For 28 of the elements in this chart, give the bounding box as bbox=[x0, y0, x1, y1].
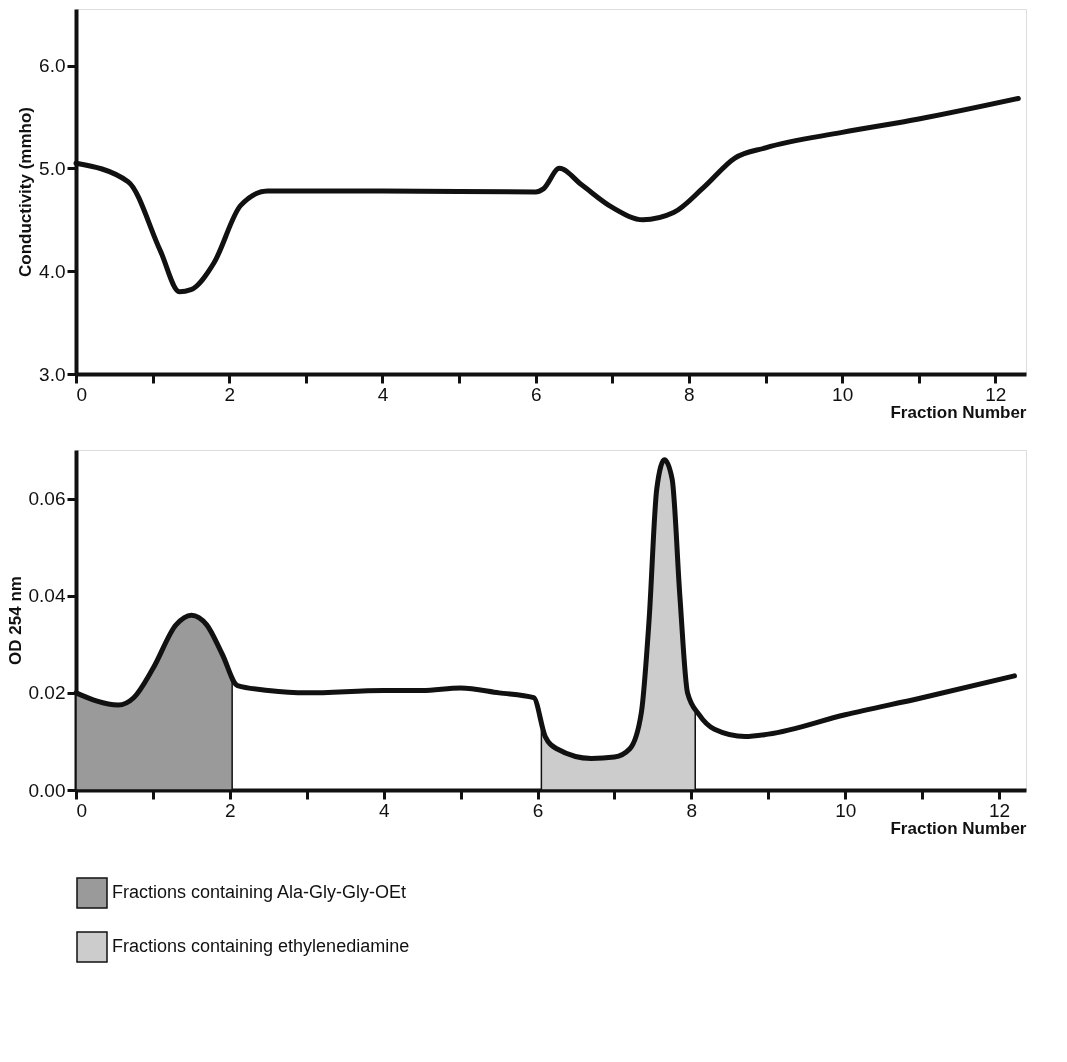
x-axis-title: Fraction Number bbox=[890, 818, 1027, 838]
x-tick-label: 12 bbox=[985, 383, 1007, 405]
y-axis-title: Conductivity (mmho) bbox=[16, 107, 36, 277]
y-tick-label: 0.06 bbox=[28, 488, 66, 510]
x-tick-label: 2 bbox=[224, 383, 236, 405]
x-tick-label: 8 bbox=[684, 383, 695, 405]
x-tick-label: 2 bbox=[225, 799, 236, 821]
x-tick-label: 10 bbox=[832, 383, 854, 405]
x-tick-label: 0 bbox=[76, 799, 88, 821]
x-tick-label: 6 bbox=[530, 383, 542, 405]
y-tick-label: 0.00 bbox=[28, 779, 66, 801]
x-tick-label: 10 bbox=[835, 799, 857, 821]
x-tick-label: 6 bbox=[532, 799, 544, 821]
y-tick-label: 6.0 bbox=[39, 55, 66, 77]
x-tick-label: 4 bbox=[377, 383, 389, 405]
x-tick-label: 0 bbox=[76, 383, 88, 405]
legend-label: Fractions containing Ala-Gly-Gly-OEt bbox=[112, 882, 407, 902]
y-tick-label: 0.02 bbox=[28, 682, 66, 704]
x-tick-label: 4 bbox=[378, 799, 390, 821]
x-tick-label: 12 bbox=[989, 799, 1011, 821]
y-axis-title: OD 254 nm bbox=[5, 576, 25, 665]
x-tick-label: 8 bbox=[686, 799, 698, 821]
legend-label: Fractions containing ethylenediamine bbox=[112, 936, 410, 956]
y-tick-label: 4.0 bbox=[39, 260, 66, 282]
y-tick-label: 0.04 bbox=[28, 585, 66, 607]
y-tick-label: 3.0 bbox=[39, 363, 66, 385]
x-axis-title: Fraction Number bbox=[890, 402, 1027, 422]
y-tick-label: 5.0 bbox=[39, 157, 66, 179]
